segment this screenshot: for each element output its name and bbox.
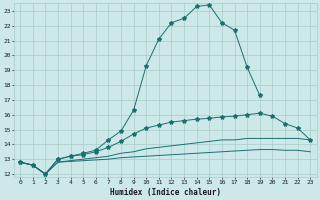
X-axis label: Humidex (Indice chaleur): Humidex (Indice chaleur) [110, 188, 220, 197]
